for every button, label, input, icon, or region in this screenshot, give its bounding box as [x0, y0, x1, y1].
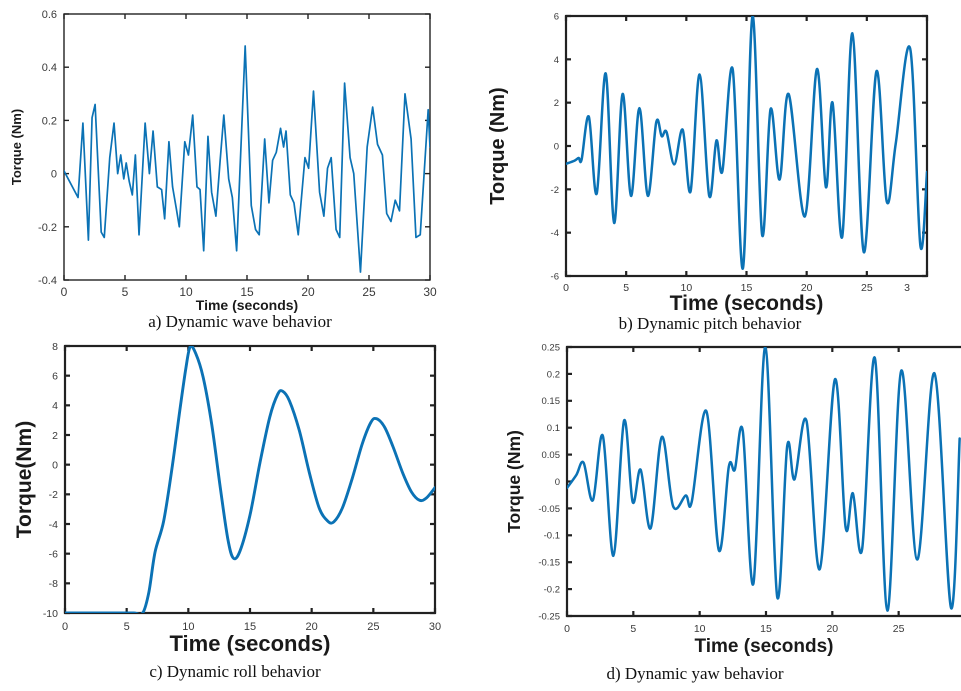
x-tick-label: 15 [240, 285, 254, 299]
y-tick-label: 6 [554, 11, 559, 22]
y-tick-label: -0.2 [38, 222, 57, 234]
caption-roll: c) Dynamic roll behavior [149, 662, 321, 681]
x-tick-label: 25 [861, 282, 873, 294]
x-tick-label: 20 [826, 623, 838, 635]
y-tick-label: 6 [52, 370, 58, 382]
torque-series-a [64, 45, 430, 273]
x-tick-label: 15 [244, 621, 256, 633]
x-tick-label: 15 [760, 623, 772, 635]
panel-roll: 0 5 10 15 20 25 30 -10 -8 -6 -4 -2 0 2 4 6 8 Time (second… [0, 340, 470, 691]
x-tick-label: 25 [362, 285, 376, 299]
x-tick-label: 25 [367, 621, 379, 633]
y-tick-label: 2 [52, 430, 58, 442]
y-tick-label: 0.15 [542, 396, 561, 407]
y-axis-label: Torque (Nm) [504, 430, 524, 533]
torque-series-b [566, 16, 927, 270]
caption-yaw: d) Dynamic yaw behavior [606, 664, 784, 683]
y-tick-label: 0.2 [42, 115, 57, 127]
y-tick-label: -0.25 [538, 611, 560, 622]
panel-pitch: 0 5 10 15 20 25 3 -6 -4 -2 0 2 4 6 Time (seconds) Torqu… [480, 0, 961, 338]
y-axis-label: Torque (Nm) [9, 109, 24, 185]
y-tick-label: -4 [49, 519, 58, 531]
x-tick-label: 0 [564, 623, 570, 635]
y-tick-label: -4 [551, 228, 559, 239]
y-tick-label: 0.05 [542, 450, 561, 461]
x-tick-label: 10 [694, 623, 706, 635]
x-axis-label: Time (seconds) [170, 631, 331, 656]
y-tick-label: -0.1 [544, 531, 560, 542]
y-tick-label: -0.05 [538, 504, 560, 515]
y-tick-label: -2 [49, 489, 58, 501]
y-tick-label: 0.6 [42, 9, 57, 21]
x-tick-label: 20 [801, 282, 813, 294]
x-tick-label: 30 [423, 285, 437, 299]
x-tick-label: 20 [301, 285, 315, 299]
y-tick-label: 0.25 [542, 342, 561, 353]
x-tick-label: 0 [61, 285, 68, 299]
y-axis-label: Torque(Nm) [13, 421, 36, 538]
y-tick-label: -2 [551, 185, 559, 196]
panel-wave: 0 5 10 15 20 25 30 -0.4 -0.2 0 0.2 0.4 0.6 Time (seco… [0, 0, 470, 338]
chart-svg-a: 0 5 10 15 20 25 30 -0.4 -0.2 0 0.2 0.4 0.6 Time (seco… [9, 9, 437, 313]
x-tick-label: 15 [741, 282, 753, 294]
x-axis-label: Time (seconds) [670, 292, 824, 315]
x-tick-label: 5 [623, 282, 629, 294]
roll-torque-chart: 0 5 10 15 20 25 30 -10 -8 -6 -4 -2 0 2 4 6 8 Time (second… [0, 340, 470, 691]
torque-series-c [65, 346, 435, 613]
x-tick-label: 25 [893, 623, 905, 635]
x-tick-label: 5 [630, 623, 636, 635]
x-tick-label: 5 [124, 621, 130, 633]
x-axis-label: Time (seconds) [694, 636, 833, 657]
y-tick-label: -0.2 [544, 585, 560, 596]
pitch-torque-chart: 0 5 10 15 20 25 3 -6 -4 -2 0 2 4 6 Time (seconds) Torqu… [480, 0, 961, 343]
x-tick-label: 5 [122, 285, 129, 299]
x-tick-label: 10 [680, 282, 692, 294]
y-tick-label: -6 [49, 548, 58, 560]
x-tick-label: 10 [182, 621, 194, 633]
y-tick-label: -8 [49, 578, 58, 590]
y-tick-label: 4 [52, 400, 58, 412]
y-tick-label: 2 [554, 98, 559, 109]
x-tick-label: 30 [429, 621, 441, 633]
y-tick-label: -0.4 [38, 275, 57, 287]
chart-svg-c: 0 5 10 15 20 25 30 -10 -8 -6 -4 -2 0 2 4 6 8 Time (second… [13, 341, 441, 656]
x-tick-label: 3 [904, 282, 910, 294]
torque-series-d [567, 347, 961, 612]
x-tick-label: 0 [563, 282, 569, 294]
wave-torque-chart: 0 5 10 15 20 25 30 -0.4 -0.2 0 0.2 0.4 0.6 Time (seco… [0, 0, 470, 343]
y-tick-label: 0.1 [547, 423, 560, 434]
panel-yaw: 0 5 10 15 20 25 -0.25 -0.2 -0.15 -0.1 -0.05 0 0.05 0.… [480, 340, 961, 691]
x-tick-label: 20 [306, 621, 318, 633]
caption-wave: a) Dynamic wave behavior [148, 312, 332, 331]
y-tick-label: 0 [51, 169, 57, 181]
x-tick-label: 0 [62, 621, 68, 633]
y-tick-label: 8 [52, 341, 58, 353]
y-tick-label: 0 [52, 459, 58, 471]
x-tick-label: 10 [179, 285, 193, 299]
caption-pitch: b) Dynamic pitch behavior [618, 314, 802, 333]
y-tick-label: 4 [554, 55, 559, 66]
y-tick-label: 0.4 [42, 62, 57, 74]
y-tick-label: -0.15 [538, 558, 560, 569]
y-tick-label: 0.2 [547, 369, 560, 380]
yaw-torque-chart: 0 5 10 15 20 25 -0.25 -0.2 -0.15 -0.1 -0.05 0 0.05 0.… [480, 340, 961, 691]
y-tick-label: 0 [555, 477, 560, 488]
y-tick-label: -10 [43, 608, 58, 620]
x-axis-label: Time (seconds) [196, 297, 298, 313]
y-tick-label: -6 [551, 271, 559, 282]
y-tick-label: 0 [554, 141, 559, 152]
chart-svg-b: 0 5 10 15 20 25 3 -6 -4 -2 0 2 4 6 Time (seconds) Torqu… [487, 11, 929, 315]
chart-svg-d: 0 5 10 15 20 25 -0.25 -0.2 -0.15 -0.1 -0.05 0 0.05 0.… [504, 342, 961, 657]
y-axis-label: Torque (Nm) [487, 87, 509, 204]
